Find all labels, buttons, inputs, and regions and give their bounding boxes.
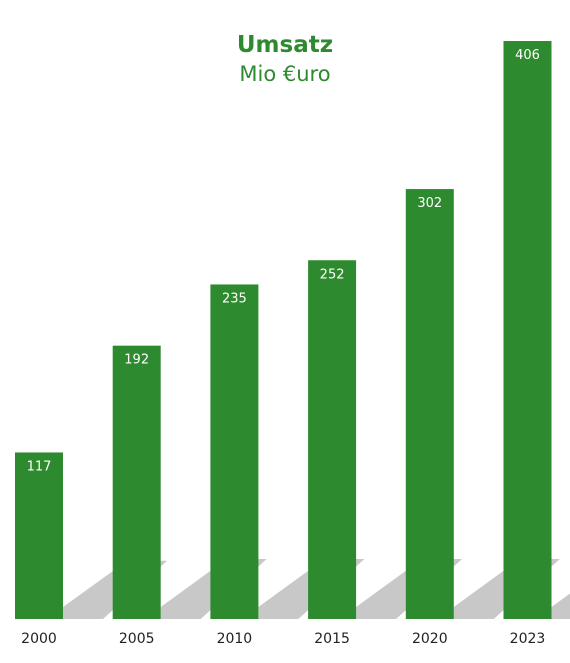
value-label-2005: 192 [124,353,149,368]
x-tick-label-2000: 2000 [21,631,57,647]
x-tick-label-2005: 2005 [119,631,155,647]
x-tick-label-2020: 2020 [412,631,448,647]
bar-2000 [15,452,63,619]
x-tick-label-2023: 2023 [510,631,546,647]
value-labels: 117 192 235 252 302 406 [27,48,540,474]
chart-subtitle: Mio €uro [239,62,331,86]
bars [15,41,552,620]
bar-2020 [405,189,454,619]
x-axis-labels: 2000 2005 2010 2015 2020 2023 [21,631,545,647]
chart-title: Umsatz [236,32,334,58]
bar-shadow [551,593,570,619]
bar-2015 [308,260,357,619]
value-label-2015: 252 [320,267,345,282]
bar-2023 [503,41,552,620]
x-tick-label-2015: 2015 [314,631,350,647]
value-label-2010: 235 [222,291,247,306]
x-tick-label-2010: 2010 [217,631,253,647]
bar-2010 [210,284,259,619]
bar-2005 [112,345,161,619]
value-label-2023: 406 [515,48,540,63]
value-label-2000: 117 [27,459,52,474]
value-label-2020: 302 [417,196,442,211]
